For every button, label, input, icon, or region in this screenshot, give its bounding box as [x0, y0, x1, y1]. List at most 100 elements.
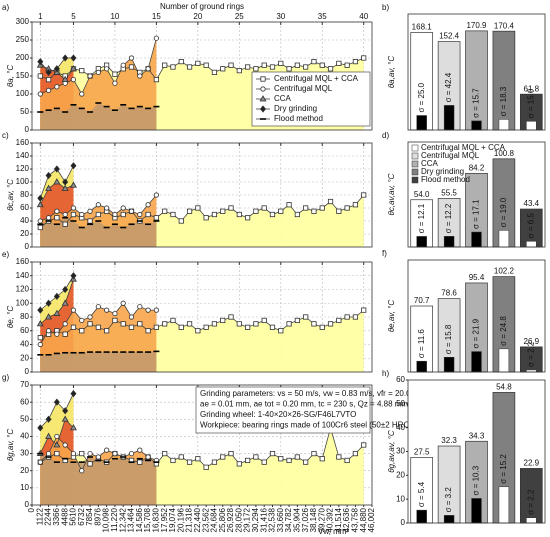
- marker-square: [79, 450, 85, 457]
- marker-square: [145, 328, 151, 334]
- marker-square: [178, 454, 184, 460]
- y-tick-label: 30: [20, 449, 29, 458]
- y-tick-label: 20: [20, 466, 29, 475]
- marker-square: [319, 205, 325, 211]
- marker-circle: [79, 211, 85, 218]
- y-tick-label: 20: [20, 353, 29, 362]
- marker-circle: [153, 35, 159, 41]
- marker-square: [294, 317, 300, 324]
- marker-square: [37, 224, 43, 231]
- marker-circle: [112, 310, 118, 317]
- marker-circle: [145, 307, 151, 313]
- y-tick-label: 0: [25, 242, 30, 251]
- marker-circle: [54, 331, 60, 337]
- marker-diamond: [62, 54, 69, 62]
- x-tick-label: 24,684: [210, 507, 219, 532]
- bar-value-label: 170.4: [494, 21, 515, 30]
- marker-diamond: [45, 415, 52, 423]
- marker-square: [228, 205, 234, 211]
- marker-square: [186, 208, 193, 214]
- marker-circle: [128, 55, 135, 61]
- marker-square: [137, 321, 143, 327]
- y-tick-label: 40: [20, 340, 29, 349]
- legend-swatch: [411, 152, 419, 160]
- marker-square: [253, 208, 259, 214]
- x-tick-label: 33,660: [276, 507, 285, 532]
- y-tick-label: 100: [16, 177, 30, 186]
- x-tick-label: 44,880: [359, 507, 368, 532]
- sigma-bar: [443, 236, 455, 248]
- marker-circle: [70, 450, 77, 457]
- marker-square: [303, 459, 309, 465]
- sigma-label: σ = 5.4: [417, 481, 426, 507]
- marker-circle: [120, 62, 126, 68]
- marker-triangle: [61, 184, 69, 191]
- sigma-label: σ = 42.4: [444, 72, 453, 102]
- y-tick-label: 50: [396, 399, 405, 408]
- bar-value-label: 43.4: [524, 199, 540, 208]
- marker-square: [54, 215, 60, 221]
- panel-label: f): [382, 249, 387, 258]
- x-tick-label: 46,002: [367, 507, 376, 532]
- y-axis-title: θa, °C: [6, 65, 15, 87]
- marker-diamond: [45, 68, 52, 77]
- sigma-bar: [416, 236, 427, 248]
- marker-square: [170, 64, 176, 70]
- marker-square: [269, 211, 276, 218]
- sigma-bar: [471, 120, 482, 131]
- y-tick-label: 60: [20, 397, 29, 406]
- marker-square: [211, 211, 218, 218]
- marker-circle: [79, 91, 85, 97]
- bar-value-label: 61.8: [524, 84, 540, 93]
- y-tick-label: 160: [16, 138, 30, 147]
- marker-diamond: [70, 54, 77, 62]
- marker-square: [344, 62, 350, 68]
- marker-diamond: [70, 162, 77, 170]
- marker-circle: [153, 307, 159, 313]
- marker-circle: [128, 450, 135, 457]
- x-tick-label: 23,562: [201, 507, 210, 532]
- legend-swatch: [411, 176, 419, 184]
- x-tick-label: 2244: [44, 507, 53, 525]
- marker-circle: [87, 73, 93, 79]
- y-tick-label: 80: [20, 190, 29, 199]
- y-tick-label: 50: [20, 107, 29, 116]
- x-tick-label: 8976: [93, 507, 102, 525]
- legend-label: Centrifugal MQL: [421, 151, 480, 160]
- legend-marker: [259, 95, 267, 102]
- sigma-bar: [498, 348, 510, 373]
- marker-square: [211, 69, 218, 75]
- marker-circle: [37, 341, 43, 348]
- marker-circle: [45, 87, 52, 94]
- marker-diamond: [70, 272, 77, 280]
- marker-circle: [137, 73, 143, 79]
- marker-square: [79, 68, 85, 74]
- legend-swatch: [411, 160, 419, 168]
- bar-value-label: 26.9: [524, 337, 540, 346]
- plot-frame: [31, 21, 373, 131]
- x-tick-label: 5610: [69, 507, 78, 525]
- legend-label: Flood method: [274, 114, 323, 123]
- x-tick-label: 7854: [85, 507, 94, 525]
- marker-square: [170, 457, 176, 464]
- y-tick-label: 60: [20, 326, 29, 335]
- marker-circle: [104, 447, 110, 453]
- sigma-label: σ = 25.0: [417, 82, 426, 112]
- x-tick-label: 13,464: [127, 507, 136, 532]
- series-area: [40, 217, 157, 247]
- annotation-box: [195, 386, 371, 434]
- y-tick-label: 140: [16, 151, 30, 160]
- marker-circle: [137, 211, 143, 218]
- marker-square: [253, 454, 259, 460]
- marker-circle: [104, 66, 110, 72]
- marker-square: [120, 211, 126, 218]
- bar-value-label: 152.4: [439, 32, 460, 41]
- marker-circle: [62, 442, 68, 448]
- y-tick-label: 50: [20, 414, 29, 423]
- legend-box: [251, 71, 371, 127]
- marker-circle: [104, 307, 110, 313]
- marker-square: [70, 324, 77, 330]
- marker-circle: [95, 69, 101, 76]
- panel-label: c): [2, 131, 9, 140]
- x-tick-label: 22,440: [193, 507, 202, 532]
